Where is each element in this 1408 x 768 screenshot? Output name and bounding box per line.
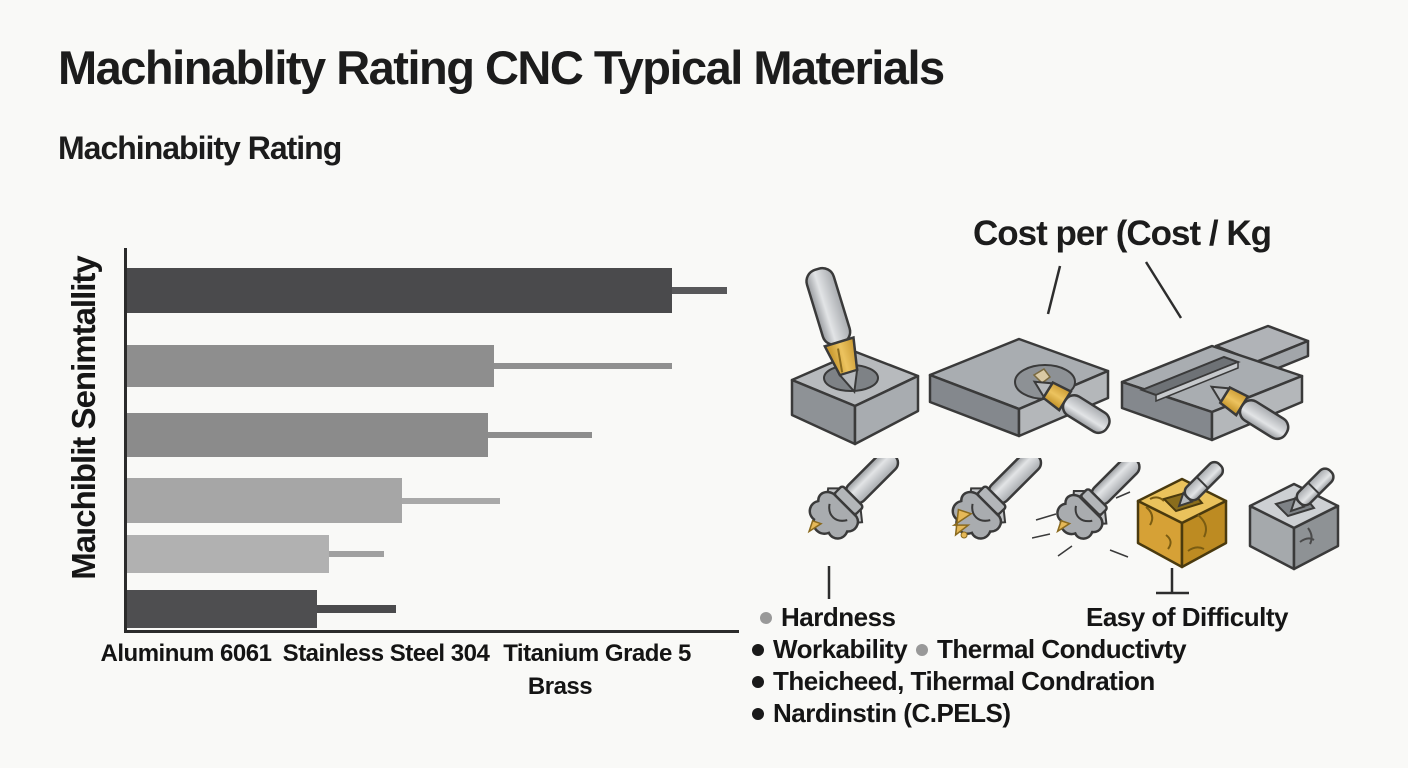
bar-4 [127, 478, 403, 523]
legend-row-workability: Workability [752, 634, 908, 665]
x-axis-label: Brass [527, 673, 593, 700]
black-bullet-icon [752, 675, 764, 688]
x-axis-labels: Aluminum 6061 Stainless Steel 304 Titanium… [101, 640, 736, 710]
legend-label-hardness: Hardness [781, 602, 896, 632]
cost-leader-line-left [1046, 265, 1062, 315]
gray-cube-drill-icon [1238, 462, 1350, 577]
gold-cube-drill-icon [1126, 455, 1238, 577]
bar-2 [127, 345, 495, 387]
bar-3-error-bar [488, 432, 593, 438]
end-mill-small-block-icon [778, 258, 928, 453]
cutter-bit-icon [782, 458, 904, 576]
chart-title: Machinabiity Rating [58, 130, 342, 166]
bar-2-error-bar [494, 363, 672, 369]
gray-bullet-icon [760, 611, 772, 624]
legend-row-theicheed: Theicheed, Tihermal Condration [752, 666, 1155, 697]
cutter-bit-debris-icon [1032, 462, 1144, 574]
end-mill-pocket-slab-icon [922, 325, 1117, 465]
gray-bullet-icon [916, 643, 928, 656]
black-bullet-icon [752, 707, 764, 720]
cost-leader-line-right [1144, 261, 1183, 319]
legend-label-difficulty: Easy of Difficulty [1086, 602, 1288, 632]
x-axis-label: Titanium Grade 5 [503, 640, 691, 667]
bar-6-error-bar [316, 605, 397, 613]
bar-plot [124, 248, 739, 633]
slot-mill-slab-icon [1112, 318, 1312, 463]
legend-row-thermal: Thermal Conductivty [916, 634, 1187, 665]
legend-row-difficulty: Easy of Difficulty [1086, 602, 1288, 633]
legend-label-workability: Workability [773, 634, 908, 664]
y-axis-label: Maıchiblit Senimtallity [65, 256, 102, 580]
bar-6 [127, 590, 317, 628]
cutter-bit-chips-icon [925, 458, 1047, 576]
legend-label-theicheed: Theicheed, Tihermal Condration [773, 666, 1155, 696]
bar-4-error-bar [402, 497, 501, 504]
legend-row-nardinstin: Nardinstin (C.PELS) [752, 698, 1011, 729]
x-axis-label: Stainless Steel 304 [282, 640, 490, 667]
legend-row-hardness: Hardness [760, 602, 896, 633]
legend-label-nardinstin: Nardinstin (C.PELS) [773, 698, 1011, 728]
bar-1-error-bar [671, 287, 727, 294]
bar-5-error-bar [328, 551, 385, 557]
cost-panel-title: Cost per (Cost / Kg [973, 214, 1272, 253]
page-title: Machinablity Rating CNC Typical Material… [58, 41, 945, 94]
x-axis-label: Aluminum 6061 [100, 640, 272, 667]
bar-1 [127, 268, 672, 313]
bar-5 [127, 535, 329, 573]
bar-3 [127, 413, 489, 457]
legend-label-thermal: Thermal Conductivty [937, 634, 1187, 664]
black-bullet-icon [752, 643, 764, 656]
